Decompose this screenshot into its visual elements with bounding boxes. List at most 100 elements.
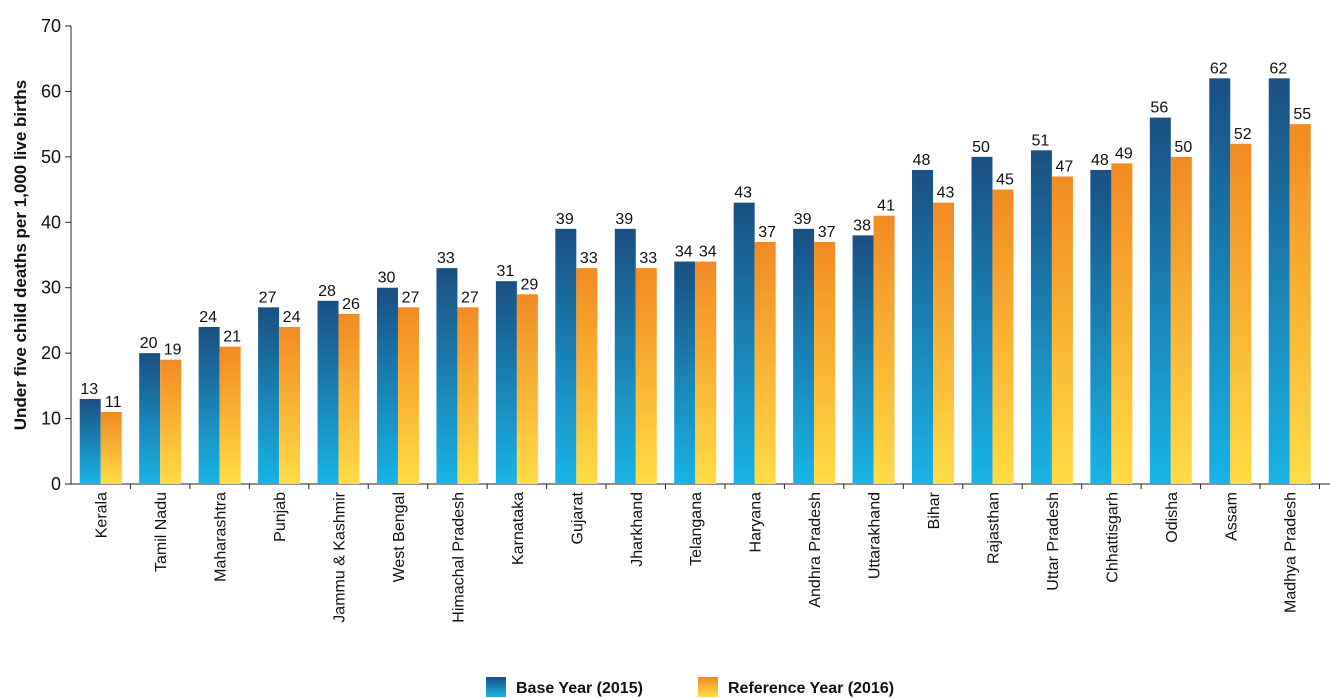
value-label-reference: 49 [1115, 145, 1133, 162]
value-label-base: 24 [199, 309, 217, 326]
bar-base-2015 [1090, 169, 1112, 484]
category-label: Himachal Pradesh [450, 492, 467, 623]
value-label-base: 43 [734, 185, 752, 202]
bar-reference-2016 [695, 261, 717, 484]
bar-base-2015 [1030, 150, 1052, 485]
value-label-reference: 45 [996, 172, 1014, 189]
y-tick-label: 0 [51, 474, 61, 494]
legend-label-base: Base Year (2015) [516, 680, 643, 697]
category-label: Uttar Pradesh [1045, 492, 1062, 591]
bar-base-2015 [436, 268, 458, 484]
category-label: Chhattisgarh [1104, 492, 1121, 583]
value-label-base: 39 [794, 211, 812, 228]
category-label: Tamil Nadu [153, 492, 170, 572]
value-label-reference: 41 [877, 198, 895, 215]
bar-base-2015 [258, 307, 280, 484]
bar-reference-2016 [933, 202, 955, 484]
category-label: Bihar [926, 491, 943, 529]
bar-base-2015 [971, 156, 993, 484]
value-label-base: 48 [913, 152, 931, 169]
bar-base-2015 [1149, 117, 1171, 484]
bar-reference-2016 [516, 294, 538, 484]
y-tick-label: 30 [41, 278, 61, 298]
category-label: Jharkhand [629, 492, 646, 567]
value-label-reference: 37 [818, 224, 836, 241]
value-label-base: 51 [1032, 132, 1050, 149]
legend: Base Year (2015) Reference Year (2016) [486, 677, 894, 697]
value-label-base: 30 [378, 270, 396, 287]
bar-reference-2016 [338, 313, 360, 484]
value-label-base: 31 [496, 263, 514, 280]
bar-reference-2016 [754, 241, 776, 484]
y-tick-label: 70 [41, 16, 61, 36]
bar-reference-2016 [992, 189, 1014, 485]
value-label-base: 28 [318, 283, 336, 300]
category-label: Maharashtra [213, 492, 230, 582]
bars-group [79, 78, 1311, 485]
bar-reference-2016 [873, 215, 895, 484]
value-label-reference: 21 [223, 329, 241, 346]
bar-reference-2016 [160, 359, 182, 484]
bar-reference-2016 [279, 326, 301, 484]
value-label-base: 27 [259, 289, 277, 306]
bar-base-2015 [1268, 78, 1290, 484]
bar-reference-2016 [635, 268, 657, 484]
bar-base-2015 [1209, 78, 1231, 484]
category-label: Telangana [688, 492, 705, 566]
category-label: Uttarakhand [867, 492, 884, 579]
value-label-reference: 27 [461, 289, 479, 306]
bar-reference-2016 [397, 307, 419, 484]
category-label: West Bengal [391, 492, 408, 582]
category-label: Andhra Pradesh [807, 492, 824, 608]
legend-label-reference: Reference Year (2016) [728, 680, 894, 697]
value-label-reference: 11 [105, 394, 122, 411]
y-tick-label: 40 [41, 212, 61, 232]
y-axis-title: Under five child deaths per 1,000 live b… [11, 80, 30, 431]
value-label-reference: 29 [520, 276, 538, 293]
category-labels-group: Kerala Tamil Nadu Maharashtra Punjab Jammu &… [94, 484, 1320, 623]
value-label-reference: 26 [342, 296, 360, 313]
category-label: Jammu & Kashmir [332, 491, 349, 622]
value-label-reference: 50 [1174, 139, 1192, 156]
value-label-reference: 43 [937, 185, 955, 202]
category-label: Madhya Pradesh [1283, 492, 1300, 613]
bar-base-2015 [674, 261, 696, 484]
bar-base-2015 [614, 228, 636, 484]
value-label-base: 38 [853, 217, 871, 234]
value-label-base: 50 [972, 139, 990, 156]
bar-base-2015 [317, 300, 339, 484]
bar-reference-2016 [457, 307, 479, 484]
bar-reference-2016 [1111, 163, 1133, 484]
value-label-reference: 34 [699, 244, 717, 261]
bar-base-2015 [198, 326, 220, 484]
value-labels-group: 13 11 20 19 24 21 27 24 28 26 30 27 33 27 31 29 39 33 39 33… [80, 60, 1311, 411]
value-label-base: 33 [437, 250, 455, 267]
bar-reference-2016 [1289, 124, 1311, 485]
y-tick-label: 20 [41, 343, 61, 363]
value-label-base: 39 [556, 211, 574, 228]
bar-reference-2016 [219, 346, 241, 484]
bar-base-2015 [793, 228, 815, 484]
value-label-reference: 33 [580, 250, 598, 267]
category-label: Rajasthan [985, 492, 1002, 564]
y-tick-label: 50 [41, 147, 61, 167]
category-label: Gujarat [569, 491, 586, 544]
value-label-reference: 33 [639, 250, 657, 267]
legend-swatch-base [486, 677, 506, 697]
value-label-reference: 19 [164, 342, 182, 359]
value-label-base: 56 [1150, 100, 1168, 117]
value-label-base: 48 [1091, 152, 1109, 169]
y-tick-label: 10 [41, 409, 61, 429]
category-label: Karnataka [510, 492, 527, 565]
bar-base-2015 [139, 353, 161, 484]
value-label-base: 62 [1269, 60, 1287, 77]
bar-base-2015 [733, 202, 755, 484]
bar-base-2015 [376, 287, 398, 484]
bar-reference-2016 [100, 412, 122, 484]
value-label-reference: 27 [402, 289, 420, 306]
y-tick-label: 60 [41, 81, 61, 101]
legend-swatch-reference [698, 677, 718, 697]
bar-reference-2016 [814, 241, 836, 484]
value-label-reference: 24 [283, 309, 301, 326]
